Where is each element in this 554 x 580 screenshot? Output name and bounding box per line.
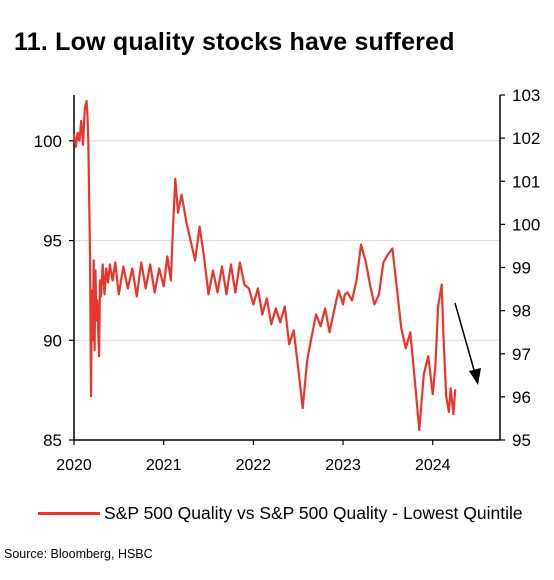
legend-label: S&P 500 Quality vs S&P 500 Quality - Low… [104,503,523,523]
right-tick-label: 103 [512,86,540,105]
legend-swatch [38,512,100,515]
left-tick-label: 90 [43,331,62,350]
x-tick-label: 2022 [236,457,272,474]
x-tick-label: 2023 [325,457,361,474]
right-tick-label: 96 [512,388,531,407]
right-tick-label: 95 [512,431,531,450]
right-tick-label: 99 [512,259,531,278]
right-tick-label: 97 [512,345,531,364]
line-chart: 85 90 95 100 95 96 97 98 99 100 101 102 103 2020 2021 2… [34,86,541,474]
right-tick-label: 100 [512,215,540,234]
right-tick-label: 98 [512,302,531,321]
right-tick-label: 101 [512,172,540,191]
left-tick-label: 100 [34,132,62,151]
x-tick-label: 2024 [415,457,451,474]
left-tick-label: 85 [43,431,62,450]
chart-title: 11. Low quality stocks have suffered [14,28,455,56]
x-tick-label: 2020 [56,457,92,474]
source-note: Source: Bloomberg, HSBC [4,547,153,561]
x-tick-label: 2021 [146,457,182,474]
arrow-shaft [454,302,477,378]
left-tick-label: 95 [43,232,62,251]
annotations [454,302,481,385]
legend: S&P 500 Quality vs S&P 500 Quality - Low… [38,503,523,524]
right-tick-label: 102 [512,129,540,148]
tick-labels: 85 90 95 100 95 96 97 98 99 100 101 102 103 2020 2021 2… [34,86,541,474]
axes [69,94,505,445]
series-layer [72,99,457,432]
series-line [72,99,457,432]
arrow-head [469,368,481,385]
